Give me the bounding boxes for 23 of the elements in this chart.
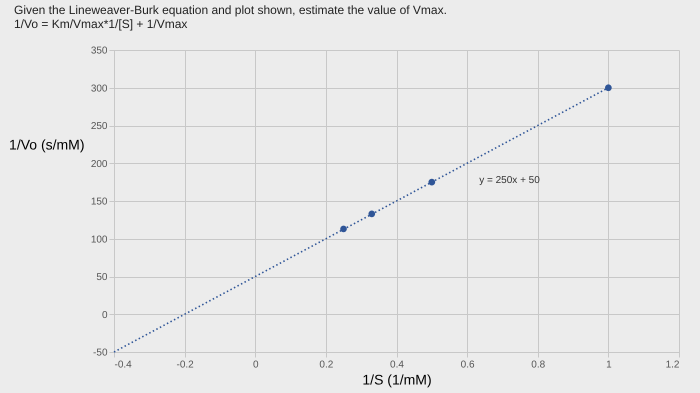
y-tick-label: 200 (90, 158, 108, 170)
x-tick-label: 1 (606, 360, 612, 370)
x-tick-label: 0.6 (460, 360, 476, 370)
x-tick-label: 1.2 (666, 360, 680, 370)
annotation: y = 250x + 50 (479, 174, 540, 186)
x-tick-label: -0.2 (176, 360, 194, 370)
y-tick-label: 50 (96, 272, 108, 283)
y-tick-label: 0 (102, 310, 108, 321)
x-tick-label: 0.2 (319, 360, 334, 370)
y-tick-label: 350 (90, 46, 108, 56)
y-tick-label: -50 (93, 348, 108, 358)
y-tick-label: 300 (90, 83, 108, 94)
chart-subtitle: 1/Vo = Km/Vmax*1/[S] + 1/Vmax (14, 17, 188, 31)
y-tick-label: 250 (90, 121, 108, 132)
x-axis-title: 1/S (1/mM) (362, 372, 432, 388)
x-tick-label: 0.4 (390, 360, 404, 370)
x-tick-label: 0 (252, 360, 259, 370)
chart-title: Given the Lineweaver-Burk equation and plot shown, estimate the value of Vmax. (14, 3, 447, 17)
x-tick-label: -0.4 (114, 360, 132, 370)
x-tick-label: 0.8 (531, 360, 546, 370)
y-axis-title: 1/Vo (s/mM) (9, 136, 84, 152)
y-tick-label: 150 (90, 196, 108, 208)
y-tick-label: 100 (90, 234, 108, 246)
